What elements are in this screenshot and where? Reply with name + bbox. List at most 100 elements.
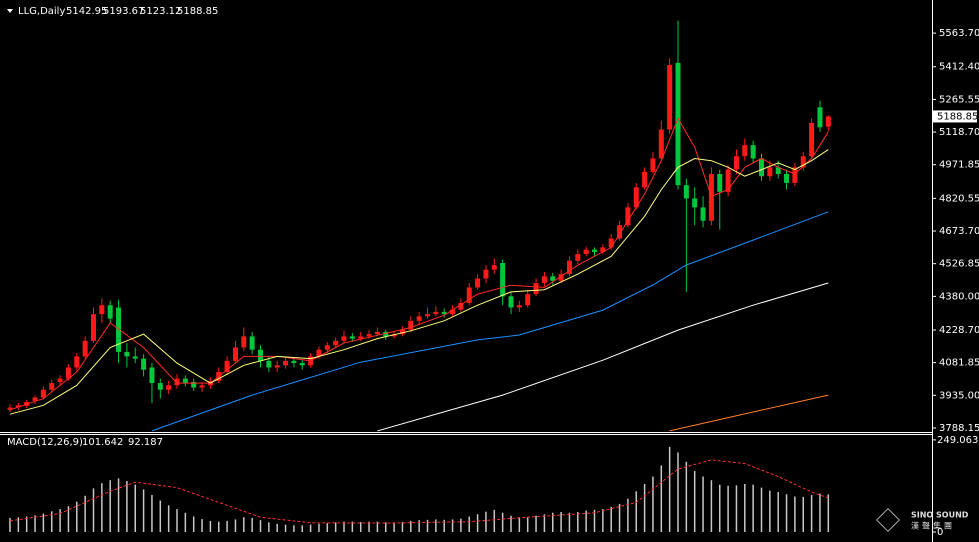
candle-body (333, 340, 339, 346)
macd-bar (301, 525, 303, 533)
macd-bar (660, 465, 663, 533)
macd-bar (343, 521, 345, 533)
candle-body (57, 378, 63, 382)
macd-bar (777, 492, 779, 533)
macd-bar (109, 480, 111, 533)
macd-bar (92, 488, 95, 533)
macd-bar (318, 523, 320, 533)
candle-body (642, 171, 648, 188)
candle-body (692, 198, 698, 208)
macd-bar (84, 495, 86, 533)
macd-bar (493, 509, 496, 533)
macd-bar (752, 484, 754, 533)
candle-body (483, 269, 489, 279)
macd-bar (435, 519, 437, 533)
candle-body (399, 329, 405, 335)
macd-bar (410, 520, 412, 533)
candle-body (767, 167, 773, 177)
macd-bar (192, 516, 195, 533)
candle-body (583, 249, 589, 255)
macd-bar (201, 519, 203, 533)
macd-bar (702, 476, 704, 533)
candle-body (416, 316, 422, 321)
close-value: 5188.85 (177, 6, 218, 17)
macd-bar (34, 515, 36, 533)
high-value: 5193.67 (103, 6, 144, 17)
macd-bar (593, 509, 596, 533)
candle-body (99, 305, 105, 315)
macd-bar (159, 500, 162, 533)
macd-bar (51, 511, 53, 533)
candle-body (675, 62, 681, 186)
candle-body (625, 207, 631, 226)
low-value: 5123.12 (140, 6, 181, 17)
macd-bar (276, 523, 278, 533)
macd-bar (167, 505, 170, 533)
y-tick-label: 5265.55 (939, 94, 979, 105)
menu-arrow[interactable] (7, 9, 13, 13)
candle-body (341, 336, 347, 341)
candle-body (82, 340, 88, 357)
macd-bar (518, 517, 521, 533)
watermark-en: SINO SOUND (911, 511, 969, 520)
candle-body (107, 305, 113, 319)
candle-body (366, 334, 372, 337)
candle-body (174, 378, 180, 386)
y-tick-label: 3935.00 (939, 390, 979, 401)
candle-body (700, 207, 706, 221)
macd-bar (460, 518, 462, 533)
moving-average (377, 282, 829, 432)
macd-bar (568, 512, 571, 533)
candle-body (784, 174, 790, 183)
macd-bar (810, 495, 813, 533)
candle-body (608, 238, 614, 248)
macd-bar (543, 514, 546, 533)
candle-body (291, 360, 297, 364)
candle-body (775, 167, 781, 175)
macd-title: MACD(12,26,9) (7, 437, 83, 448)
candle-body (266, 360, 272, 368)
moving-average (669, 394, 829, 432)
macd-bar (610, 506, 612, 533)
macd-bar (184, 512, 187, 533)
y-tick-label: 5118.70 (939, 127, 979, 138)
current-price-box (933, 110, 977, 123)
candle-body (249, 336, 255, 350)
macd-bar (535, 515, 537, 533)
signal-value: 92.187 (128, 437, 163, 448)
candle-body (40, 389, 46, 398)
y-tick-label: 4971.85 (939, 160, 979, 171)
candle-body (575, 254, 581, 261)
candle-body (65, 367, 71, 379)
macd-bar (259, 520, 262, 533)
candle-body (650, 158, 656, 172)
macd-bar (234, 519, 237, 533)
macd-bar (443, 519, 445, 533)
macd-bar (334, 522, 337, 533)
candle-body (825, 116, 831, 127)
candle-body (32, 397, 38, 401)
macd-bar (677, 452, 679, 533)
candle-body (450, 309, 456, 315)
candle-body (7, 407, 13, 410)
candle-body (349, 336, 355, 339)
macd-bar (268, 522, 270, 533)
macd-bar (151, 495, 153, 533)
macd-bar (785, 494, 788, 533)
macd-bar (526, 517, 529, 533)
macd-bar (376, 521, 379, 533)
macd-bar (9, 517, 11, 533)
candle-body (74, 356, 80, 368)
macd-bar (627, 498, 629, 533)
macd-bar (326, 523, 329, 533)
candle-body (466, 287, 472, 304)
candle-body (374, 331, 380, 335)
macd-bar (17, 517, 20, 533)
macd-bar (727, 485, 729, 533)
candle-body (800, 156, 806, 168)
macd-bar (485, 511, 487, 533)
y-tick-label: 4526.85 (939, 259, 979, 270)
macd-bar (368, 521, 370, 533)
candle-body (491, 265, 497, 270)
macd-bar (117, 478, 120, 533)
